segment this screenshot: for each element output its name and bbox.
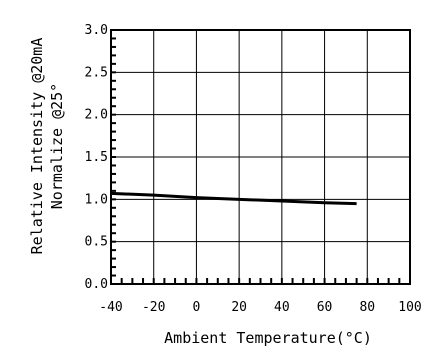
y-tick-label: 2.5	[85, 65, 108, 80]
y-tick-label: 0.5	[85, 235, 108, 250]
y-axis-title-line-2: Normalize @25°	[48, 83, 66, 209]
x-axis-title: Ambient Temperature(°C)	[164, 329, 372, 347]
x-tick-label: 20	[231, 300, 247, 315]
y-tick-labels: 0.0 0.5 1.0 1.5 2.0 2.5 3.0	[85, 23, 108, 292]
y-tick-label: 3.0	[85, 23, 108, 38]
series-layer	[110, 191, 357, 206]
y-tick-label: 1.0	[85, 192, 108, 207]
x-tick-labels: -40 -20 0 20 40 60 80 100	[99, 300, 421, 315]
y-axis-title-line-1: Relative Intensity @20mA	[28, 38, 46, 255]
x-tick-label: 0	[193, 300, 201, 315]
grid-lines	[111, 30, 410, 284]
x-tick-label: -40	[99, 300, 122, 315]
plot-frame	[110, 29, 411, 285]
x-tick-label: 80	[359, 300, 375, 315]
y-tick-label: 1.5	[85, 150, 108, 165]
y-tick-label: 0.0	[85, 277, 108, 292]
x-tick-label: 60	[317, 300, 333, 315]
series-line	[110, 191, 357, 206]
x-tick-label: 100	[398, 300, 421, 315]
y-tick-label: 2.0	[85, 108, 108, 123]
x-tick-label: -20	[142, 300, 165, 315]
x-tick-label: 40	[274, 300, 290, 315]
